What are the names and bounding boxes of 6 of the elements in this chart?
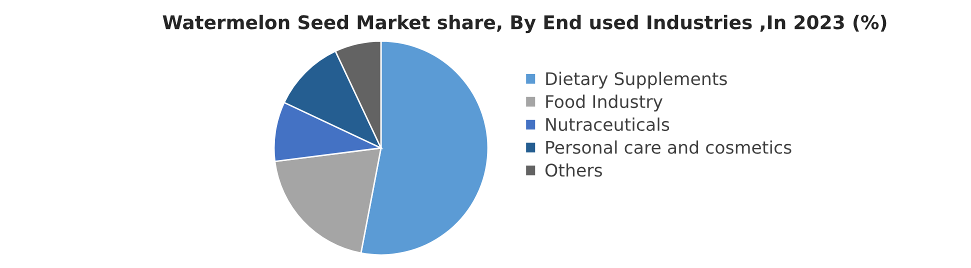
chart-title: Watermelon Seed Market share, By End used Industries ,In 2023 (%) — [162, 14, 886, 34]
legend-label: Dietary Supplements — [546, 72, 727, 89]
legend-label: Others — [545, 163, 602, 177]
legend-label: Personal care and cosmetics — [546, 140, 792, 154]
legend-label: Food Industry — [546, 94, 663, 112]
legend-label: Nutraceuticals — [546, 118, 670, 131]
